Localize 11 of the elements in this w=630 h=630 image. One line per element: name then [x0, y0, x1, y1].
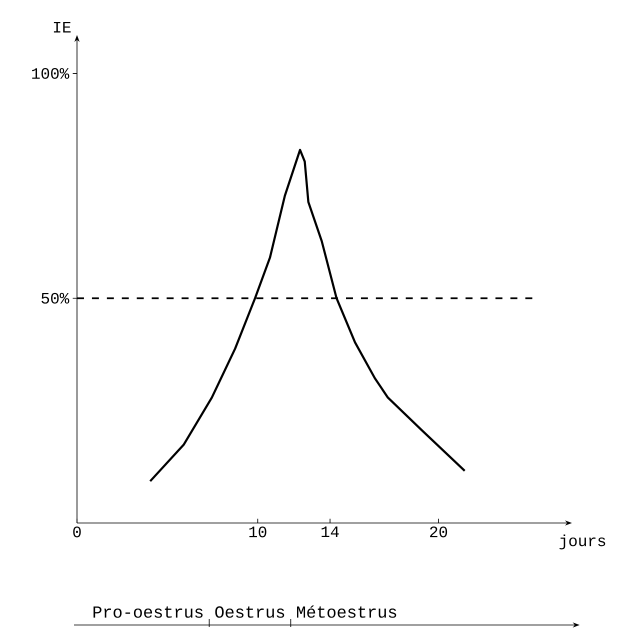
- x-tick-label: 14: [322, 526, 339, 538]
- text: Pro-oestrus: [94, 606, 203, 618]
- y-tick-label: 50%: [42, 292, 70, 304]
- text: Oestrus: [215, 606, 284, 618]
- x-tick-label: 0: [73, 526, 81, 538]
- x-axis-title: jours: [560, 534, 606, 550]
- x-tick-label: 20: [430, 526, 448, 538]
- text: Métoestrus: [297, 606, 396, 618]
- y-tick-label: 100%: [32, 68, 70, 79]
- y-axis-title: IE: [54, 22, 71, 32]
- x-tick-label: 10: [249, 526, 266, 538]
